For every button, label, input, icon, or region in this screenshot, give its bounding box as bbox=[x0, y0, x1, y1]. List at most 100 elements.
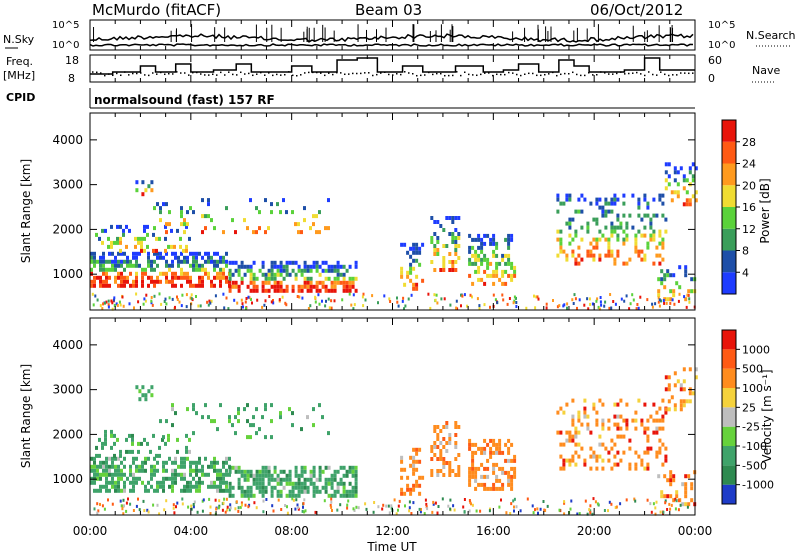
heatmap-cell bbox=[675, 499, 678, 503]
heatmap-cell bbox=[371, 294, 374, 298]
heatmap-cell bbox=[341, 298, 344, 302]
heatmap-cell bbox=[598, 253, 602, 258]
heatmap-cell bbox=[670, 198, 674, 203]
heatmap-cell bbox=[342, 493, 346, 498]
heatmap-cell bbox=[346, 506, 349, 510]
heatmap-cell bbox=[510, 233, 514, 238]
heatmap-cell bbox=[264, 435, 267, 440]
time-tick-label: 04:00 bbox=[174, 524, 209, 538]
heatmap-cell bbox=[261, 493, 265, 498]
heatmap-cell bbox=[126, 255, 129, 260]
heatmap-cell bbox=[225, 488, 228, 493]
heatmap-cell bbox=[625, 426, 629, 431]
heatmap-cell bbox=[535, 295, 538, 299]
heatmap-cell bbox=[675, 494, 679, 499]
nave-point bbox=[616, 72, 618, 75]
heatmap-cell bbox=[228, 279, 231, 284]
heatmap-cell bbox=[670, 503, 673, 507]
heatmap-cell bbox=[542, 500, 545, 503]
heatmap-cell bbox=[92, 303, 95, 307]
heatmap-cell bbox=[495, 261, 499, 266]
heatmap-cell bbox=[174, 251, 177, 256]
heatmap-cell bbox=[333, 299, 336, 303]
heatmap-cell bbox=[185, 445, 188, 450]
heatmap-cell bbox=[180, 488, 183, 493]
heatmap-cell bbox=[571, 217, 575, 222]
heatmap-cell bbox=[574, 257, 578, 262]
heatmap-cell bbox=[195, 263, 198, 268]
heatmap-cell bbox=[436, 236, 440, 240]
heatmap-cell bbox=[137, 449, 140, 454]
colorbar-tick-label: -100 bbox=[742, 440, 767, 453]
nave-point bbox=[544, 73, 546, 76]
heatmap-cell bbox=[138, 464, 141, 469]
heatmap-cell bbox=[412, 467, 416, 472]
heatmap-cell bbox=[144, 460, 147, 465]
heatmap-cell bbox=[616, 233, 620, 238]
heatmap-cell bbox=[474, 442, 478, 447]
heatmap-cell bbox=[105, 488, 108, 493]
heatmap-cell bbox=[657, 296, 660, 300]
heatmap-cell bbox=[190, 504, 193, 508]
heatmap-cell bbox=[333, 264, 337, 269]
colorbar-tick-label: -1000 bbox=[742, 479, 774, 492]
heatmap-cell bbox=[216, 460, 219, 465]
velocity-panel-frame bbox=[89, 317, 696, 516]
heatmap-cell bbox=[418, 246, 422, 251]
heatmap-cell bbox=[400, 487, 404, 492]
heatmap-cell bbox=[114, 464, 117, 469]
heatmap-cell bbox=[477, 265, 481, 270]
colorbar-swatch bbox=[722, 141, 736, 164]
heatmap-cell bbox=[201, 267, 204, 272]
nave-point bbox=[148, 74, 150, 77]
heatmap-cell bbox=[243, 493, 247, 498]
heatmap-cell bbox=[537, 297, 540, 301]
heatmap-cell bbox=[327, 226, 330, 231]
heatmap-cell bbox=[342, 280, 346, 285]
heatmap-cell bbox=[276, 493, 280, 498]
heatmap-cell bbox=[474, 249, 478, 254]
heatmap-cell bbox=[372, 510, 375, 514]
heatmap-cell bbox=[147, 255, 150, 260]
heatmap-cell bbox=[294, 222, 297, 227]
heatmap-cell bbox=[199, 304, 202, 308]
heatmap-cell bbox=[204, 267, 207, 272]
heatmap-cell bbox=[239, 505, 242, 509]
heatmap-cell bbox=[454, 473, 458, 477]
freq-panel: Freq. [MHz] 18 8 60 0 Nave bbox=[3, 54, 780, 85]
heatmap-cell bbox=[468, 466, 472, 471]
heatmap-cell bbox=[608, 500, 611, 504]
heatmap-cell bbox=[445, 421, 449, 425]
heatmap-cell bbox=[601, 442, 605, 447]
heatmap-cell bbox=[634, 245, 638, 250]
heatmap-cell bbox=[132, 480, 135, 485]
heatmap-cell bbox=[587, 307, 590, 311]
colorbar-swatch bbox=[722, 120, 736, 142]
heatmap-cell bbox=[381, 507, 384, 511]
heatmap-cell bbox=[451, 264, 455, 268]
heatmap-cell bbox=[436, 473, 440, 477]
heatmap-cell bbox=[261, 305, 264, 309]
heatmap-cell bbox=[222, 255, 225, 260]
heatmap-cell bbox=[267, 280, 271, 285]
heatmap-cell bbox=[663, 494, 667, 499]
heatmap-cell bbox=[158, 445, 161, 450]
heatmap-cell bbox=[105, 259, 108, 264]
heatmap-cell bbox=[682, 202, 686, 207]
heatmap-cell bbox=[207, 275, 210, 280]
heatmap-cell bbox=[153, 468, 156, 473]
heatmap-cell bbox=[362, 304, 365, 308]
heatmap-cell bbox=[445, 425, 449, 429]
heatmap-cell bbox=[309, 288, 313, 293]
heatmap-cell bbox=[318, 288, 322, 293]
heatmap-cell bbox=[271, 504, 274, 508]
heatmap-cell bbox=[201, 263, 204, 268]
heatmap-cell bbox=[101, 441, 104, 446]
heatmap-cell bbox=[240, 485, 244, 490]
nave-point bbox=[524, 73, 526, 76]
heatmap-cell bbox=[495, 265, 499, 270]
heatmap-cell bbox=[243, 469, 247, 474]
heatmap-cell bbox=[237, 477, 241, 482]
heatmap-cell bbox=[282, 288, 286, 293]
heatmap-cell bbox=[207, 251, 210, 256]
